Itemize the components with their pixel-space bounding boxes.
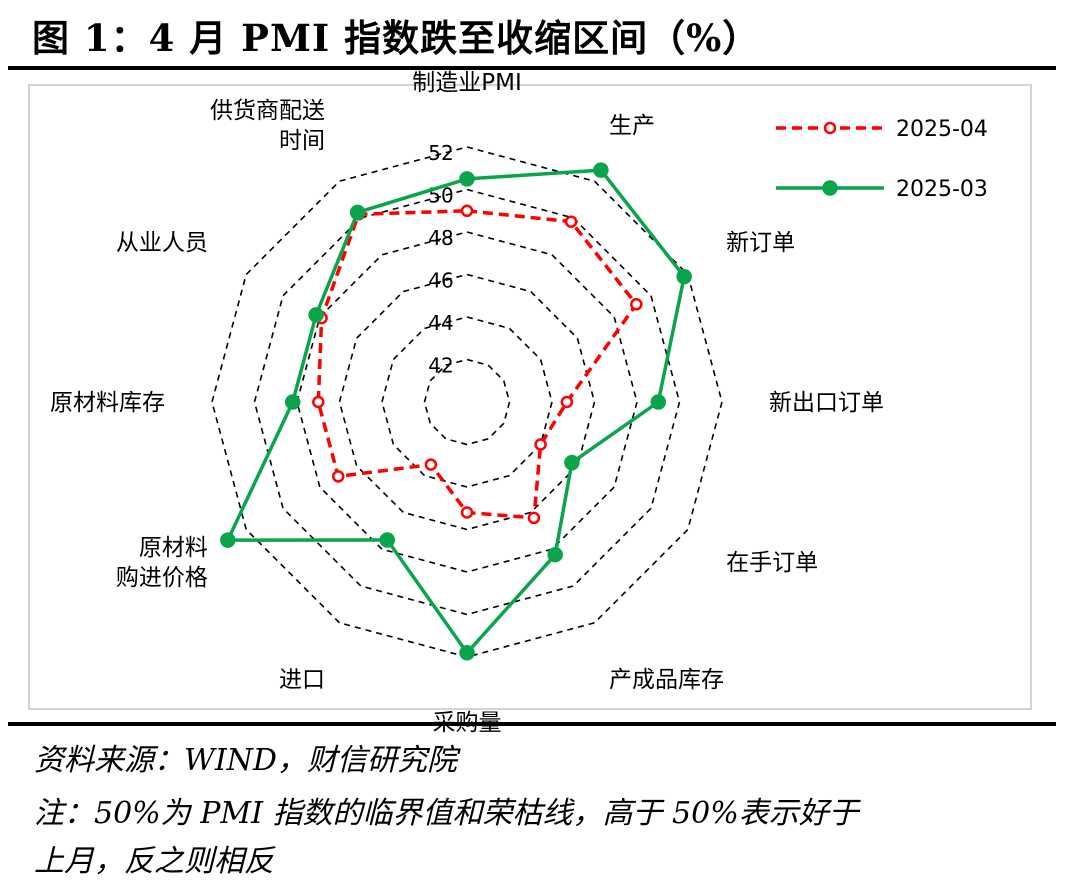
category-label-0: 制造业PMI (412, 70, 522, 96)
series-layer (220, 162, 692, 661)
category-label-line: 购进价格 (116, 565, 208, 591)
data-point-2025-04-0 (460, 204, 474, 218)
bottom-rule (8, 722, 1056, 726)
data-point-2025-04-8 (331, 470, 345, 483)
series-line-2025-04 (316, 209, 639, 520)
category-label-line: 原材料库存 (50, 390, 165, 416)
data-point-2025-04-1 (564, 215, 578, 228)
category-label-line: 生产 (609, 113, 655, 139)
tick-label: 42 (428, 354, 453, 378)
chart-title: 图 1：4 月 PMI 指数跌至收缩区间（%） (32, 16, 761, 60)
category-label-line: 新出口订单 (769, 390, 884, 416)
data-point-2025-03-0 (459, 171, 475, 187)
data-point-2025-03-11 (349, 204, 366, 221)
grid-ring-42 (423, 358, 511, 446)
data-point-2025-03-8 (220, 532, 236, 548)
radar-grid (211, 146, 723, 658)
category-label-line: 原材料 (139, 535, 208, 561)
data-point-2025-03-6 (459, 645, 475, 661)
data-point-2025-03-4 (564, 454, 580, 471)
data-point-2025-04-3 (560, 395, 574, 409)
legend-label-2025-04: 2025-04 (896, 117, 988, 142)
tick-label: 52 (428, 141, 453, 165)
chart-frame (28, 84, 1032, 710)
tick-label: 46 (428, 269, 453, 293)
category-label-2: 新订单 (726, 230, 795, 256)
source-note: 资料来源：WIND，财信研究院 (34, 743, 457, 778)
category-label-10: 从业人员 (116, 230, 208, 256)
category-label-7: 进口 (279, 667, 325, 693)
tick-label: 44 (428, 311, 453, 335)
data-point-2025-03-2 (676, 268, 692, 285)
data-point-2025-04-2 (630, 298, 643, 311)
data-point-2025-03-1 (593, 162, 609, 178)
legend-marker-2025-03 (822, 180, 838, 196)
category-label-line: 时间 (279, 128, 325, 154)
data-point-2025-03-9 (284, 394, 301, 410)
category-label-line: 新订单 (726, 230, 795, 256)
data-point-2025-04-7 (424, 458, 438, 471)
data-point-2025-03-3 (650, 394, 667, 410)
legend-marker-2025-04 (823, 121, 837, 135)
category-label-8: 原材料购进价格 (116, 535, 208, 591)
category-labels: 制造业PMI生产新订单新出口订单在手订单产成品库存采购量进口原材料购进价格原材料… (50, 70, 884, 736)
data-point-2025-04-6 (460, 506, 474, 519)
category-label-line: 供货商配送 (210, 98, 325, 124)
data-point-2025-03-7 (379, 532, 396, 548)
top-rule (8, 66, 1056, 70)
category-label-1: 生产 (609, 113, 655, 139)
category-label-5: 产成品库存 (609, 667, 724, 693)
footnote-line-2: 上月，反之则相反 (34, 844, 274, 879)
data-point-2025-03-5 (547, 546, 563, 563)
category-label-line: 从业人员 (116, 230, 208, 256)
footnote-line-1: 注：50%为 PMI 指数的临界值和荣枯线，高于 50%表示好于 (34, 796, 859, 831)
category-label-line: 产成品库存 (609, 667, 724, 693)
grid-ring-50 (253, 188, 681, 616)
category-label-line: 进口 (279, 667, 325, 693)
grid-ring-46 (338, 273, 596, 531)
category-label-3: 新出口订单 (769, 390, 884, 416)
category-label-line: 制造业PMI (412, 70, 522, 96)
data-point-2025-04-5 (527, 511, 541, 525)
legend: 2025-04 2025-03 (776, 117, 988, 202)
category-label-line: 在手订单 (726, 550, 818, 576)
grid-ring-48 (296, 231, 638, 573)
category-label-11: 供货商配送时间 (210, 98, 325, 154)
category-label-9: 原材料库存 (50, 390, 165, 416)
grid-ring-44 (381, 316, 553, 488)
data-point-2025-03-10 (308, 307, 324, 323)
legend-label-2025-03: 2025-03 (896, 177, 988, 202)
data-point-2025-04-4 (534, 438, 547, 451)
tick-label: 48 (428, 226, 453, 250)
data-point-2025-04-9 (312, 395, 325, 409)
category-label-4: 在手订单 (726, 550, 818, 576)
